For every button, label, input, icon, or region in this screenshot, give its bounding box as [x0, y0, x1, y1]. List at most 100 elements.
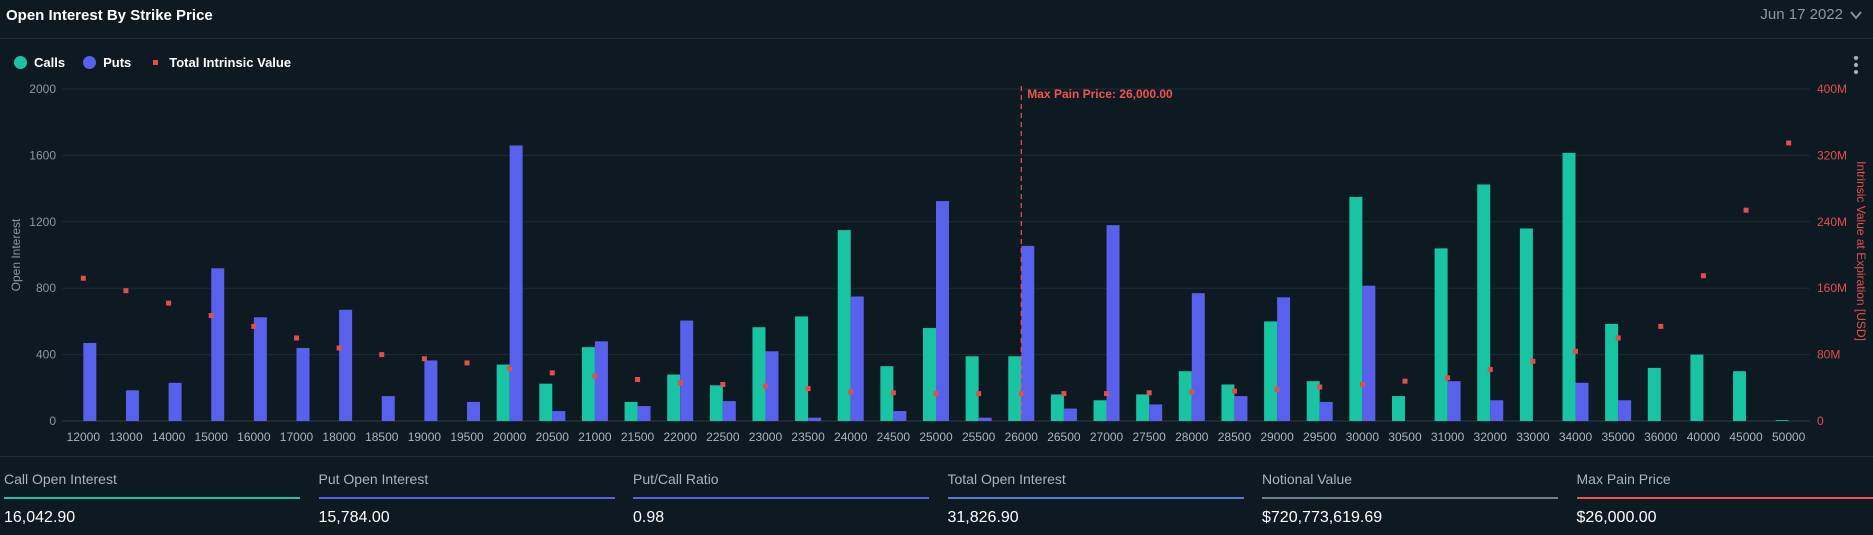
- intrinsic-value-marker: [549, 370, 555, 376]
- put-bar: [1362, 285, 1376, 421]
- stat-value: 16,042.90: [4, 509, 76, 526]
- y-tick-label: 1200: [29, 215, 56, 229]
- x-tick-label: 50000: [1772, 430, 1806, 444]
- legend-item-intrinsic[interactable]: Total Intrinsic Value: [149, 55, 291, 70]
- intrinsic-value-marker: [976, 391, 982, 397]
- call-bar: [1264, 321, 1278, 421]
- call-bar: [1008, 356, 1022, 421]
- x-tick-label: 12000: [67, 430, 101, 444]
- legend-intrinsic-label: Total Intrinsic Value: [169, 55, 292, 70]
- x-tick-label: 24500: [877, 430, 911, 444]
- stat-label: Max Pain Price: [1576, 471, 1671, 487]
- x-tick-label: 33000: [1516, 430, 1550, 444]
- intrinsic-value-marker: [1743, 207, 1749, 213]
- open-interest-chart: 0400800120016002000080M160M240M320M400MO…: [9, 82, 1868, 444]
- call-bar: [539, 383, 553, 421]
- x-tick-label: 20500: [536, 430, 570, 444]
- intrinsic-value-marker: [1445, 375, 1451, 381]
- intrinsic-value-marker: [1274, 386, 1280, 392]
- put-bar: [253, 317, 267, 421]
- menu-dot: [1854, 63, 1858, 67]
- call-bar: [1221, 384, 1235, 421]
- intrinsic-value-marker: [464, 360, 470, 366]
- call-bar: [709, 385, 723, 421]
- chevron-down-icon: [1850, 10, 1862, 19]
- intrinsic-value-marker: [379, 352, 385, 358]
- intrinsic-value-marker: [1487, 367, 1493, 373]
- call-bar: [496, 364, 510, 421]
- x-tick-label: 28000: [1175, 430, 1209, 444]
- y2-tick-label: 160M: [1817, 281, 1847, 295]
- y-tick-label: 2000: [29, 82, 56, 96]
- intrinsic-value-marker: [890, 390, 896, 396]
- intrinsic-value-marker: [1402, 378, 1408, 384]
- call-bar: [1605, 323, 1619, 421]
- chart-legend: Calls Puts Total Intrinsic Value: [14, 55, 291, 70]
- put-bar: [552, 411, 566, 421]
- stat-underline: [318, 497, 615, 499]
- put-bar: [1149, 404, 1163, 421]
- put-bar: [125, 390, 139, 421]
- expiry-date-dropdown[interactable]: Jun 17 2022: [1760, 6, 1863, 23]
- stat-value: 31,826.90: [947, 509, 1019, 526]
- x-tick-label: 26000: [1005, 430, 1039, 444]
- put-bar: [211, 268, 225, 421]
- stat-underline: [947, 497, 1244, 499]
- intrinsic-value-marker: [1700, 273, 1706, 279]
- x-tick-label: 32000: [1474, 430, 1508, 444]
- put-bar: [296, 347, 310, 421]
- put-bar: [1490, 400, 1504, 421]
- intrinsic-value-marker: [933, 391, 939, 397]
- x-tick-label: 30500: [1388, 430, 1422, 444]
- chart-header: Open Interest By Strike Price Jun 17 202…: [0, 0, 1873, 39]
- legend-item-puts[interactable]: Puts: [83, 55, 131, 70]
- y2-tick-label: 320M: [1817, 148, 1847, 162]
- intrinsic-value-marker: [848, 389, 854, 395]
- legend-item-calls[interactable]: Calls: [14, 55, 65, 70]
- call-bar: [667, 374, 681, 421]
- x-tick-label: 25000: [919, 430, 953, 444]
- put-bar: [1021, 245, 1035, 421]
- intrinsic-value-marker: [507, 366, 513, 372]
- legend-calls-label: Calls: [34, 55, 66, 70]
- y-tick-label: 0: [49, 414, 56, 428]
- intrinsic-value-marker: [1061, 391, 1067, 397]
- put-bar: [83, 342, 97, 421]
- intrinsic-value-marker: [1189, 389, 1195, 395]
- intrinsic-value-marker: [208, 313, 214, 319]
- intrinsic-value-marker: [1658, 323, 1664, 329]
- puts-legend-dot: [83, 56, 97, 69]
- call-bar: [1434, 248, 1448, 421]
- call-bar: [880, 366, 894, 421]
- x-tick-label: 28500: [1218, 430, 1252, 444]
- call-bar: [1775, 420, 1789, 421]
- y2-axis-title: Intrinsic Value at Expiration [USD]: [1854, 161, 1868, 341]
- call-bar: [1690, 354, 1704, 421]
- intrinsic-value-marker: [720, 381, 726, 387]
- x-tick-label: 19000: [408, 430, 442, 444]
- expiry-date-value: Jun 17 2022: [1760, 6, 1843, 23]
- stat-label: Notional Value: [1262, 471, 1353, 487]
- call-bar: [581, 347, 595, 421]
- intrinsic-value-marker: [1231, 388, 1237, 394]
- call-bar: [1093, 400, 1107, 421]
- put-bar: [680, 320, 694, 421]
- intrinsic-value-marker: [1146, 390, 1152, 396]
- put-bar: [978, 417, 992, 421]
- chart-menu-icon[interactable]: [1853, 56, 1859, 76]
- put-bar: [722, 401, 736, 421]
- x-tick-label: 26500: [1047, 430, 1081, 444]
- y2-tick-label: 0: [1817, 414, 1824, 428]
- intrinsic-value-marker: [1530, 358, 1536, 364]
- calls-legend-dot: [14, 56, 27, 69]
- intrinsic-value-marker: [677, 380, 683, 386]
- stat-label: Put/Call Ratio: [633, 471, 719, 487]
- call-bar: [1733, 371, 1747, 421]
- y2-tick-label: 400M: [1817, 82, 1847, 96]
- stat-value: 15,784.00: [318, 509, 390, 526]
- call-bar: [923, 328, 936, 421]
- intrinsic-value-marker: [635, 377, 641, 382]
- stats-bar: Call Open Interest 16,042.90 Put Open Inte…: [0, 456, 1873, 535]
- x-tick-label: 36000: [1644, 430, 1678, 444]
- x-tick-label: 27500: [1132, 430, 1166, 444]
